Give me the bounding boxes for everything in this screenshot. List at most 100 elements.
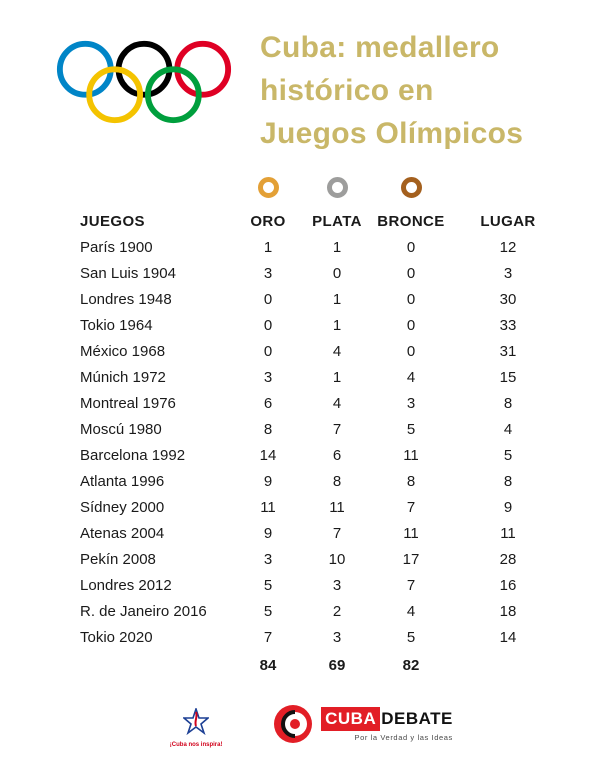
total-gold: 84 [259, 656, 277, 674]
medal-value-cell: 8 [503, 394, 513, 412]
medal-value-cell: 14 [499, 628, 517, 646]
table-body: París 1900 1 1 0 12 San Luis 1904 3 0 0 3 Londres … [0, 234, 614, 650]
medal-value-cell: 12 [499, 238, 517, 256]
table-row: R. de Janeiro 2016 5 2 4 18 [78, 598, 614, 624]
medal-value-cell: 0 [406, 238, 416, 256]
medal-value-cell: 5 [263, 576, 273, 594]
table-row: México 1968 0 4 0 31 [78, 338, 614, 364]
medal-value-cell: 18 [499, 602, 517, 620]
games-name-cell: Atlanta 1996 [80, 472, 165, 490]
games-name-cell: Tokio 2020 [80, 628, 153, 646]
medal-value-cell: 0 [263, 342, 273, 360]
header-oro: ORO [250, 212, 286, 230]
medal-value-cell: 1 [332, 238, 342, 256]
medal-value-cell: 4 [332, 394, 342, 412]
table-row: Londres 2012 5 3 7 16 [78, 572, 614, 598]
medal-value-cell: 1 [263, 238, 273, 256]
footer: ¡Cuba nos inspira! CUBA DEBATE Por la Ve… [0, 704, 614, 748]
header-juegos: JUEGOS [80, 212, 145, 230]
medal-value-cell: 11 [500, 524, 516, 542]
cubadebate-tagline: Por la Verdad y las Ideas [354, 732, 453, 742]
title-line-2: histórico en [260, 74, 434, 107]
page-title: Cuba: medallero histórico en Juegos Olím… [260, 26, 523, 155]
medal-value-cell: 11 [329, 498, 345, 516]
medal-value-cell: 8 [406, 472, 416, 490]
table-header-row: JUEGOS ORO PLATA BRONCE LUGAR [78, 208, 614, 234]
games-name-cell: Montreal 1976 [80, 394, 176, 412]
medal-value-cell: 15 [499, 368, 517, 386]
cuba-nos-inspira-logo: ¡Cuba nos inspira! [161, 704, 231, 748]
title-line-3: Juegos Olímpicos [260, 117, 524, 150]
table-row: San Luis 1904 3 0 0 3 [78, 260, 614, 286]
header: Cuba: medallero histórico en Juegos Olím… [0, 0, 614, 170]
medal-value-cell: 3 [263, 264, 273, 282]
games-name-cell: Londres 1948 [80, 290, 172, 308]
games-name-cell: Atenas 2004 [80, 524, 165, 542]
table-row: Londres 1948 0 1 0 30 [78, 286, 614, 312]
medal-value-cell: 14 [259, 446, 277, 464]
table-row: Tokio 2020 7 3 5 14 [78, 624, 614, 650]
header-bronce: BRONCE [377, 212, 445, 230]
games-name-cell: Múnich 1972 [80, 368, 166, 386]
medal-value-cell: 4 [406, 602, 416, 620]
medal-value-cell: 8 [332, 472, 342, 490]
cubadebate-cuba-label: CUBA [321, 706, 381, 731]
medal-value-cell: 5 [503, 446, 513, 464]
bronze-medal-icon [400, 176, 422, 198]
medal-value-cell: 5 [406, 628, 416, 646]
medal-value-cell: 3 [503, 264, 513, 282]
table-row: Moscú 1980 8 7 5 4 [78, 416, 614, 442]
medal-value-cell: 11 [403, 524, 419, 542]
header-lugar: LUGAR [480, 212, 536, 230]
medal-value-cell: 16 [499, 576, 517, 594]
medal-value-cell: 7 [332, 524, 342, 542]
table-row: Tokio 1964 0 1 0 33 [78, 312, 614, 338]
medal-value-cell: 0 [406, 316, 416, 334]
cubadebate-text: CUBA DEBATE Por la Verdad y las Ideas [321, 706, 453, 742]
total-bronze: 82 [402, 656, 420, 674]
medal-value-cell: 0 [263, 316, 273, 334]
table-row: Atlanta 1996 9 8 8 8 [78, 468, 614, 494]
medal-value-cell: 9 [263, 524, 273, 542]
medal-value-cell: 6 [332, 446, 342, 464]
medal-value-cell: 7 [406, 498, 416, 516]
inspira-caption: ¡Cuba nos inspira! [169, 742, 223, 748]
table-row: Múnich 1972 3 1 4 15 [78, 364, 614, 390]
medal-value-cell: 1 [332, 316, 342, 334]
games-name-cell: Sídney 2000 [80, 498, 165, 516]
table-row: Barcelona 1992 14 6 11 5 [78, 442, 614, 468]
table-row: Atenas 2004 9 7 11 11 [78, 520, 614, 546]
medal-value-cell: 30 [499, 290, 517, 308]
medal-value-cell: 11 [403, 446, 419, 464]
games-name-cell: Moscú 1980 [80, 420, 162, 438]
medal-value-cell: 5 [263, 602, 273, 620]
medal-value-cell: 3 [332, 628, 342, 646]
header-plata: PLATA [312, 212, 362, 230]
medal-value-cell: 7 [263, 628, 273, 646]
medal-value-cell: 1 [332, 290, 342, 308]
medal-value-cell: 3 [263, 550, 273, 568]
medal-value-cell: 17 [402, 550, 420, 568]
games-name-cell: Londres 2012 [80, 576, 172, 594]
medal-value-cell: 5 [406, 420, 416, 438]
games-name-cell: México 1968 [80, 342, 166, 360]
medal-value-cell: 0 [406, 290, 416, 308]
games-name-cell: Barcelona 1992 [80, 446, 186, 464]
medal-value-cell: 7 [406, 576, 416, 594]
medal-value-cell: 3 [332, 576, 342, 594]
medal-value-cell: 0 [332, 264, 342, 282]
cubadebate-debate-label: DEBATE [381, 708, 453, 728]
cubadebate-logo: CUBA DEBATE Por la Verdad y las Ideas [273, 704, 453, 744]
games-name-cell: Pekín 2008 [80, 550, 156, 568]
medal-value-cell: 11 [260, 498, 276, 516]
medal-value-cell: 8 [503, 472, 513, 490]
medal-value-cell: 0 [406, 342, 416, 360]
medal-value-cell: 31 [499, 342, 517, 360]
games-name-cell: Tokio 1964 [80, 316, 153, 334]
totals-row: 84 69 82 [78, 650, 614, 680]
table-row: Montreal 1976 6 4 3 8 [78, 390, 614, 416]
medal-value-cell: 0 [263, 290, 273, 308]
games-name-cell: R. de Janeiro 2016 [80, 602, 207, 620]
medal-value-cell: 7 [332, 420, 342, 438]
